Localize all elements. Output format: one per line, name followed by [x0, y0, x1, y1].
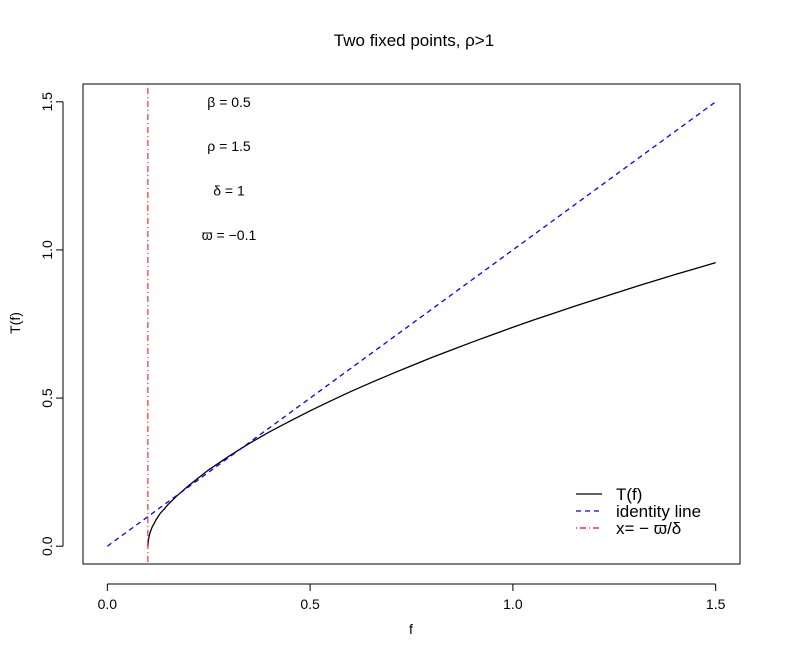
x-tick-label: 1.5 [706, 596, 726, 612]
y-axis: 0.0 0.5 1.0 1.5 [39, 92, 64, 556]
y-tick-label: 1.5 [39, 92, 55, 112]
x-axis-label: f [409, 621, 413, 637]
parameter-annotation: ϖ = −0.1 [202, 227, 257, 243]
parameter-annotation: β = 0.5 [207, 94, 251, 110]
series-layer [106, 84, 717, 564]
chart-title: Two fixed points, ρ>1 [334, 31, 494, 50]
x-tick-label: 0.5 [300, 596, 320, 612]
series-1-line [147, 262, 716, 547]
plot-frame [82, 83, 741, 565]
x-tick-label: 0.0 [98, 596, 118, 612]
legend-label: identity line [616, 502, 701, 521]
series-2-line [106, 101, 717, 547]
parameter-annotation: ρ = 1.5 [207, 138, 251, 154]
annotation-layer: β = 0.5 ρ = 1.5 δ = 1 ϖ = −0.1 [202, 94, 257, 243]
legend-label: T(f) [616, 485, 642, 504]
x-tick-label: 1.0 [503, 596, 523, 612]
parameter-annotation: δ = 1 [213, 183, 245, 199]
y-tick-label: 1.0 [39, 240, 55, 260]
y-tick-label: 0.0 [39, 536, 55, 556]
x-axis: 0.0 0.5 1.0 1.5 [98, 583, 726, 612]
legend-label: x= − ϖ/δ [616, 519, 681, 538]
y-axis-label: T(f) [7, 312, 23, 334]
y-tick-label: 0.5 [39, 388, 55, 408]
